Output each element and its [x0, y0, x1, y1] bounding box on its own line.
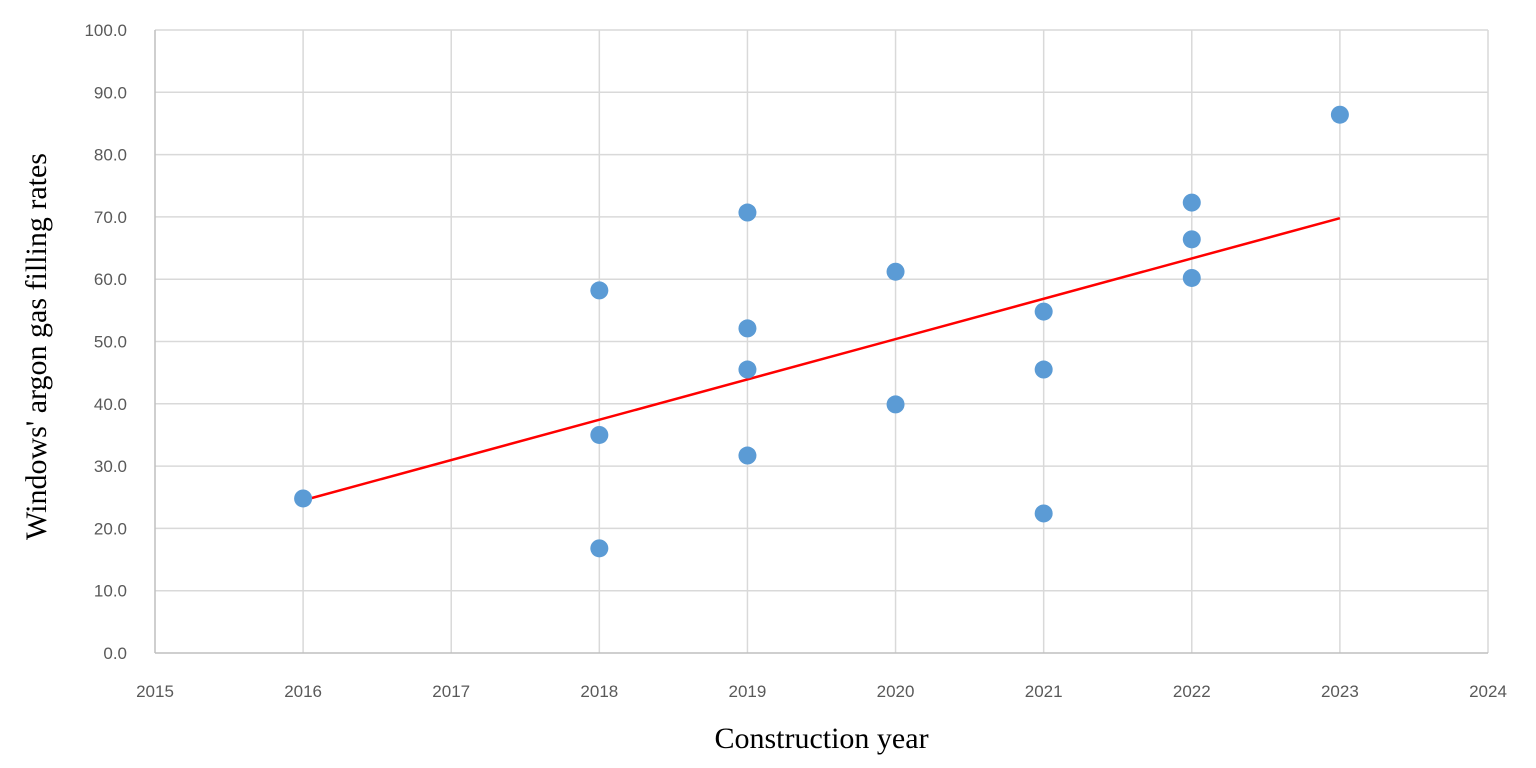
data-point — [886, 262, 905, 281]
y-tick-label: 80.0 — [94, 146, 127, 165]
data-point — [1034, 302, 1053, 321]
data-point — [1034, 504, 1053, 523]
data-point — [738, 203, 757, 222]
data-point — [590, 539, 609, 558]
gridlines — [155, 29, 1489, 653]
data-point — [590, 281, 609, 300]
x-tick-label: 2022 — [1173, 682, 1211, 701]
x-tick-label: 2021 — [1025, 682, 1063, 701]
data-point — [1182, 230, 1201, 249]
y-tick-label: 30.0 — [94, 457, 127, 476]
x-tick-label: 2023 — [1321, 682, 1359, 701]
axes — [154, 30, 1488, 654]
data-point — [1182, 193, 1201, 212]
y-axis-title: Windows' argon gas filling rates — [20, 153, 53, 540]
data-point — [1330, 105, 1349, 124]
y-tick-label: 40.0 — [94, 395, 127, 414]
x-axis-tick-labels: 2015 2016 2017 2018 2019 2020 2021 2022 2023 2024 — [136, 682, 1507, 701]
data-point — [294, 489, 313, 508]
x-tick-label: 2018 — [580, 682, 618, 701]
x-axis-title: Construction year — [714, 722, 928, 755]
data-point — [738, 360, 757, 379]
data-point — [738, 446, 757, 465]
y-tick-label: 100.0 — [84, 21, 127, 40]
x-tick-label: 2017 — [432, 682, 470, 701]
y-tick-label: 90.0 — [94, 83, 127, 102]
x-tick-label: 2020 — [877, 682, 915, 701]
data-point — [886, 395, 905, 414]
y-tick-label: 10.0 — [94, 582, 127, 601]
y-tick-label: 70.0 — [94, 208, 127, 227]
x-tick-label: 2015 — [136, 682, 174, 701]
y-tick-label: 50.0 — [94, 333, 127, 352]
y-tick-label: 20.0 — [94, 519, 127, 538]
x-tick-label: 2016 — [284, 682, 322, 701]
x-tick-label: 2019 — [729, 682, 767, 701]
data-point — [1182, 268, 1201, 287]
data-point — [1034, 360, 1053, 379]
y-tick-label: 0.0 — [103, 644, 127, 663]
trendline — [302, 216, 1341, 502]
x-tick-label: 2024 — [1469, 682, 1507, 701]
y-axis-tick-labels: 0.0 10.0 20.0 30.0 40.0 50.0 60.0 70.0 80.0 90.0 1… — [84, 21, 127, 663]
data-point — [738, 319, 757, 338]
data-points — [294, 105, 1349, 558]
y-tick-label: 60.0 — [94, 270, 127, 289]
data-point — [590, 425, 609, 444]
trendline-layer — [302, 216, 1341, 502]
